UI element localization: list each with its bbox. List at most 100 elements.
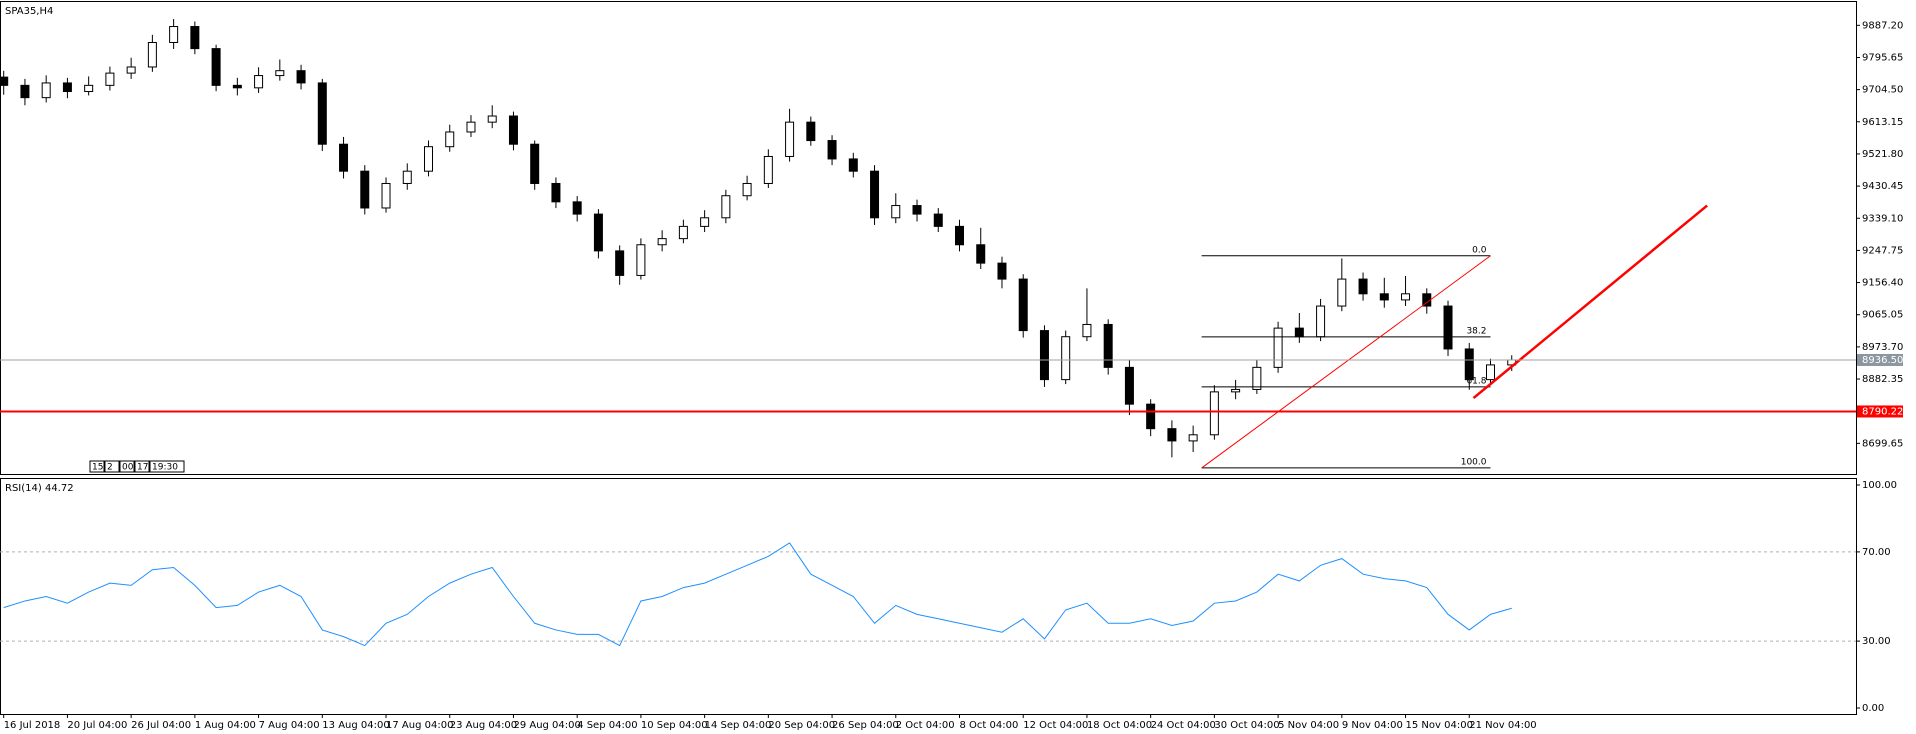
candle-body — [41, 82, 51, 99]
fib-label: 0.0 — [1472, 245, 1487, 255]
candle-body — [827, 140, 837, 160]
candle-body — [1167, 428, 1177, 442]
candle-body — [1486, 364, 1495, 381]
candle-body — [785, 121, 795, 157]
y-tick-label: 8973.70 — [1862, 342, 1903, 353]
trend-line — [1472, 204, 1708, 399]
candle-body — [1273, 327, 1283, 368]
candle-body — [1443, 305, 1453, 350]
fib-label: 100.0 — [1461, 457, 1487, 467]
x-tick-label: 16 Jul 2018 — [4, 720, 61, 731]
candle-body — [1401, 293, 1411, 301]
candle-body — [955, 225, 964, 246]
candle-body — [254, 75, 264, 89]
rsi-title: RSI(14) 44.72 — [5, 483, 74, 494]
candle-body — [742, 182, 752, 197]
time-box — [119, 460, 135, 473]
candle-body — [1082, 323, 1092, 338]
candle-body — [1379, 293, 1389, 301]
candle-body — [1252, 366, 1262, 390]
candle-body — [572, 201, 582, 215]
candle-body — [1209, 391, 1219, 436]
x-tick-label: 17 Aug 04:00 — [386, 720, 453, 731]
candle-body — [721, 195, 731, 219]
candle-body — [593, 213, 603, 252]
candle-body — [1039, 330, 1049, 381]
candle-body — [317, 82, 327, 145]
candle-body — [657, 238, 667, 246]
candle-body — [487, 115, 497, 123]
y-tick-label: 9430.45 — [1862, 181, 1903, 192]
candle-body — [678, 225, 688, 240]
candle-body — [1294, 327, 1304, 338]
x-tick-label: 1 Aug 04:00 — [195, 720, 256, 731]
x-tick-label: 26 Sep 04:00 — [832, 720, 899, 731]
y-tick-label: 9065.05 — [1862, 310, 1903, 321]
time-box-label: 15: — [92, 463, 106, 473]
candle-body — [848, 158, 858, 172]
candle-body — [381, 182, 391, 209]
candle-body — [190, 26, 200, 50]
candle-body — [360, 170, 370, 209]
y-tick-label: 9887.20 — [1862, 20, 1903, 31]
x-tick-label: 14 Sep 04:00 — [705, 720, 772, 731]
time-box-label: 17 — [137, 463, 148, 473]
y-tick-label: 0.00 — [1862, 703, 1884, 714]
y-tick-label: 9339.10 — [1862, 213, 1903, 224]
time-box — [89, 460, 105, 473]
x-tick-label: 12 Oct 04:00 — [1023, 720, 1088, 731]
y-tick-label: 8699.65 — [1862, 438, 1903, 449]
x-tick-label: 20 Sep 04:00 — [768, 720, 835, 731]
candle-body — [636, 244, 646, 276]
candle-body — [1337, 278, 1347, 307]
candle-body — [0, 76, 9, 86]
candle-body — [1124, 366, 1134, 405]
candle-body — [147, 41, 157, 68]
x-tick-label: 26 Jul 04:00 — [131, 720, 191, 731]
candle-body — [912, 205, 922, 215]
x-tick-label: 13 Aug 04:00 — [322, 720, 389, 731]
y-tick-label: 30.00 — [1862, 636, 1891, 647]
price-label: 8790.22 — [1862, 406, 1903, 417]
candle-body — [933, 213, 943, 227]
x-tick-label: 23 Aug 04:00 — [450, 720, 517, 731]
candle-body — [997, 262, 1007, 280]
y-tick-label: 9156.40 — [1862, 278, 1903, 289]
time-box — [104, 460, 120, 473]
x-tick-label: 5 Nov 04:00 — [1278, 720, 1339, 731]
candle-body — [1464, 348, 1474, 381]
candle-body — [551, 182, 561, 203]
time-box — [134, 460, 150, 473]
rsi-line — [3, 542, 1512, 647]
price-label-box — [1857, 405, 1903, 418]
candle-body — [296, 70, 306, 84]
candle-body — [976, 244, 986, 264]
candle-body — [232, 84, 242, 89]
candle-body — [445, 131, 455, 148]
fib-label: 61.8 — [1466, 376, 1486, 386]
time-box-label: 19:30 — [152, 463, 178, 473]
fib-label: 38.2 — [1466, 326, 1486, 336]
x-tick-label: 4 Sep 04:00 — [577, 720, 637, 731]
candle-body — [1103, 323, 1113, 368]
x-tick-label: 10 Sep 04:00 — [641, 720, 708, 731]
candle-body — [126, 66, 136, 74]
candle-body — [870, 170, 880, 219]
x-tick-label: 29 Aug 04:00 — [513, 720, 580, 731]
x-tick-label: 2 Oct 04:00 — [896, 720, 955, 731]
candle-body — [806, 121, 816, 142]
y-tick-label: 100.00 — [1862, 480, 1897, 491]
price-label: 8936.50 — [1862, 355, 1903, 366]
x-tick-label: 20 Jul 04:00 — [67, 720, 127, 731]
rsi-panel — [0, 478, 1857, 715]
time-box-label: 2 — [107, 463, 113, 473]
candle-body — [700, 217, 710, 227]
candle-body — [530, 143, 540, 184]
candle-body — [508, 115, 518, 145]
candle-body — [402, 170, 412, 184]
trend-line — [1201, 255, 1491, 469]
y-tick-label: 9613.15 — [1862, 117, 1903, 128]
candle-body — [211, 48, 221, 86]
candle-body — [275, 70, 285, 77]
